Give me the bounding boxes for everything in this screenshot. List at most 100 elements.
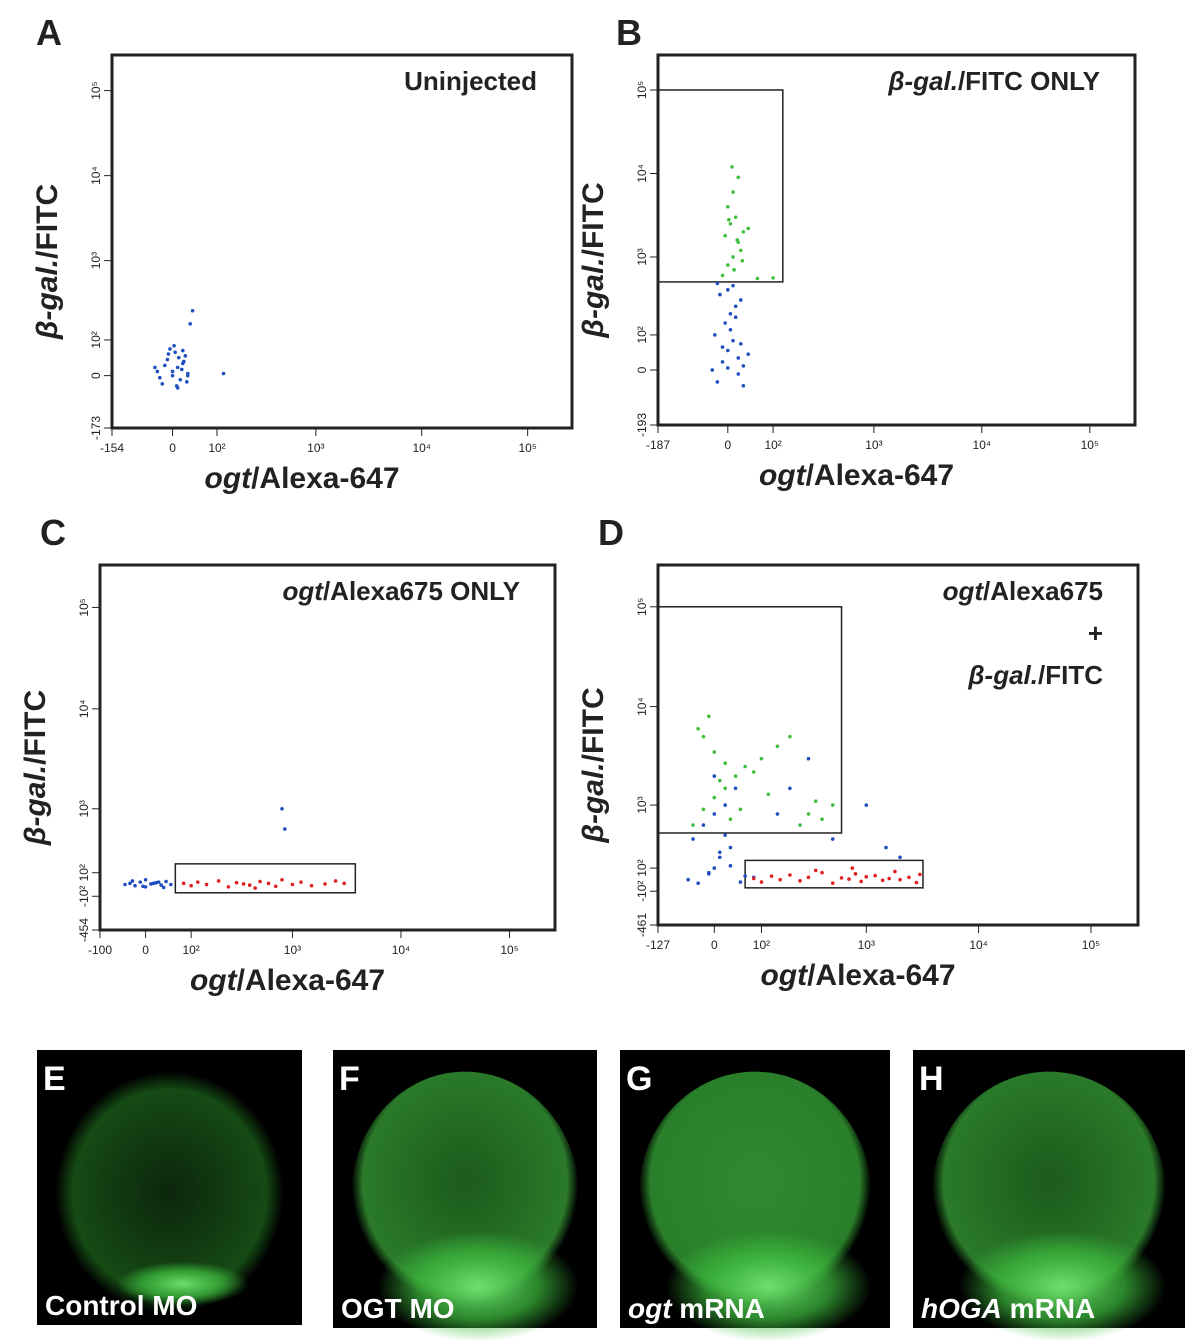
event-dot <box>234 880 239 885</box>
event-dot <box>253 886 257 890</box>
event-dot <box>712 795 717 800</box>
event-dot <box>226 885 231 889</box>
y-tick-label: 10² <box>89 331 103 348</box>
event-dot <box>181 881 186 886</box>
event-dot <box>739 248 743 253</box>
photo-caption: OGT MO <box>341 1293 455 1324</box>
x-axis-title-part: /Alexa-647 <box>251 462 399 495</box>
x-axis-title: ogt/Alexa-647 <box>204 462 399 495</box>
event-dot <box>130 879 135 883</box>
photo-letter: H <box>919 1060 944 1098</box>
panel-letter: A <box>36 12 62 53</box>
x-tick-label: 0 <box>169 441 176 455</box>
event-dot <box>185 380 189 384</box>
x-tick-label: 0 <box>724 438 731 452</box>
photo-caption-part: OGT MO <box>341 1293 455 1324</box>
event-dot <box>759 756 764 761</box>
photo-caption: ogt mRNA <box>628 1293 765 1324</box>
y-tick-label: -193 <box>635 413 649 437</box>
y-tick-label: 10³ <box>635 248 649 265</box>
event-dot <box>138 880 143 884</box>
x-tick-label: 10⁵ <box>518 441 536 455</box>
panel-letter: B <box>616 12 642 53</box>
panel-annotation: + <box>1088 618 1103 648</box>
y-tick-label: 10⁵ <box>77 598 91 616</box>
event-dot <box>166 352 171 356</box>
panel-annotation: ogt/Alexa675 ONLY <box>283 576 520 606</box>
event-dot <box>741 383 746 388</box>
event-dot <box>151 881 156 886</box>
event-dot <box>290 882 295 887</box>
panel-annotation-part: /FITC ONLY <box>958 66 1100 96</box>
event-dot <box>128 881 132 886</box>
event-dot <box>914 880 919 885</box>
y-tick-label: 10³ <box>77 800 91 817</box>
photo-caption-part: mRNA <box>1002 1293 1095 1324</box>
event-dot <box>887 876 891 881</box>
panel-annotation-part: ogt <box>283 576 325 606</box>
event-dot <box>806 812 811 816</box>
event-dot <box>733 315 738 320</box>
event-dot <box>283 827 287 831</box>
event-dot <box>715 281 720 286</box>
event-dot <box>743 764 747 769</box>
event-dot <box>133 883 137 888</box>
embryo-glow <box>116 1261 249 1306</box>
y-axis-title-part: β-gal. <box>577 257 610 338</box>
event-dot <box>730 165 734 169</box>
plot-frame <box>98 563 557 932</box>
event-dot <box>830 803 835 807</box>
event-dot <box>161 885 166 890</box>
event-dot <box>280 806 284 811</box>
x-axis-title: ogt/Alexa-647 <box>190 964 385 997</box>
photo-letter: F <box>339 1060 360 1098</box>
event-dot <box>884 845 888 850</box>
x-tick-label: -100 <box>88 943 112 957</box>
y-axis-title-part: /FITC <box>31 184 64 259</box>
event-dot <box>798 879 802 883</box>
event-dot <box>691 837 695 841</box>
event-dot <box>196 880 200 884</box>
event-dot <box>170 369 175 374</box>
x-tick-label: 10² <box>753 938 770 952</box>
panel-letter: C <box>40 512 66 553</box>
event-dot <box>813 799 818 803</box>
event-dot <box>751 770 756 774</box>
event-dot <box>696 726 700 731</box>
x-tick-label: 10³ <box>307 441 324 455</box>
x-axis-title-part: ogt <box>190 964 239 997</box>
plot-frame <box>656 53 1137 427</box>
event-dot <box>820 870 824 875</box>
y-tick-label: 0 <box>89 372 103 379</box>
event-dot <box>859 879 863 884</box>
event-dot <box>880 878 885 883</box>
event-dot <box>755 276 760 281</box>
y-axis-title: β-gal./FITC <box>31 184 64 340</box>
event-dot <box>728 845 733 850</box>
panel-annotation: β-gal./FITC ONLY <box>887 66 1100 96</box>
event-dot <box>720 360 725 364</box>
event-dot <box>898 855 902 860</box>
y-axis-title-part: /FITC <box>577 182 610 257</box>
event-dot <box>733 304 738 309</box>
event-dot <box>743 874 747 878</box>
event-dot <box>735 238 740 242</box>
event-dot <box>806 875 811 880</box>
y-tick-label: 0 <box>635 366 649 373</box>
event-dot <box>266 881 271 886</box>
event-dot <box>873 873 877 878</box>
event-dot <box>155 369 160 374</box>
event-dot <box>241 882 246 886</box>
event-dot <box>701 823 706 827</box>
event-dot <box>725 348 730 353</box>
event-dot <box>333 879 338 883</box>
x-tick-label: -187 <box>646 438 670 452</box>
event-dot <box>725 288 730 292</box>
event-dot <box>728 817 733 822</box>
y-tick-label: -10² <box>635 881 649 902</box>
event-dot <box>766 792 771 797</box>
x-axis-title-part: /Alexa-647 <box>807 959 955 992</box>
event-dot <box>180 367 184 372</box>
event-dot <box>728 311 733 316</box>
event-dot <box>723 321 727 325</box>
